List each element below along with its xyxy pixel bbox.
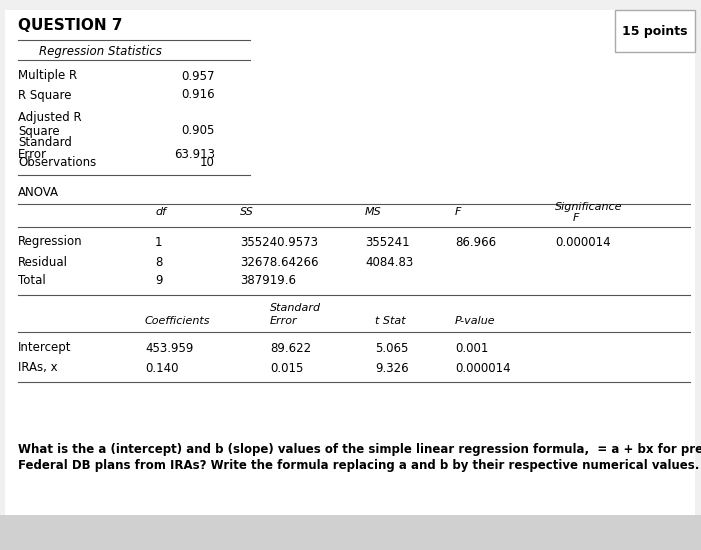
Text: Coefficients: Coefficients [145, 316, 210, 326]
Bar [0, 515, 701, 550]
Text: Multiple R: Multiple R [18, 69, 77, 82]
Text: 86.966: 86.966 [455, 235, 496, 249]
Text: Regression Statistics: Regression Statistics [39, 46, 161, 58]
Text: 32678.64266: 32678.64266 [240, 256, 318, 268]
Text: 4084.83: 4084.83 [365, 256, 414, 268]
Text: Error: Error [270, 316, 298, 326]
Text: Observations: Observations [18, 156, 96, 168]
Text: 10: 10 [200, 156, 215, 168]
Text: 0.916: 0.916 [182, 89, 215, 102]
Text: 387919.6: 387919.6 [240, 273, 296, 287]
Text: Standard: Standard [270, 303, 321, 313]
Text: P-value: P-value [455, 316, 496, 326]
Text: 0.905: 0.905 [182, 124, 215, 136]
Text: F: F [455, 207, 461, 217]
Text: 0.015: 0.015 [270, 361, 304, 375]
Text: 15 points: 15 points [622, 25, 688, 37]
Text: R Square: R Square [18, 89, 72, 102]
Text: ANOVA: ANOVA [18, 185, 59, 199]
Text: 355241: 355241 [365, 235, 409, 249]
Text: 63.913: 63.913 [174, 147, 215, 161]
Bar [615, 10, 695, 52]
Text: 0.000014: 0.000014 [455, 361, 510, 375]
Text: Error: Error [18, 148, 47, 162]
Text: QUESTION 7: QUESTION 7 [18, 18, 123, 32]
Text: Federal DB plans from IRAs? Write the formula replacing a and b by their respect: Federal DB plans from IRAs? Write the fo… [18, 459, 700, 472]
Text: 9: 9 [155, 273, 163, 287]
Text: F: F [573, 213, 579, 223]
Text: 0.000014: 0.000014 [555, 235, 611, 249]
Text: Regression: Regression [18, 235, 83, 249]
Text: Residual: Residual [18, 256, 68, 268]
Text: Standard: Standard [18, 135, 72, 149]
Text: IRAs, x: IRAs, x [18, 361, 57, 375]
Text: Total: Total [18, 273, 46, 287]
Text: MS: MS [365, 207, 382, 217]
Text: 1: 1 [155, 235, 163, 249]
Text: Intercept: Intercept [18, 342, 72, 355]
Text: 355240.9573: 355240.9573 [240, 235, 318, 249]
Text: 5.065: 5.065 [375, 342, 409, 355]
Text: Square: Square [18, 124, 60, 138]
Text: t Stat: t Stat [375, 316, 406, 326]
Text: 0.957: 0.957 [182, 69, 215, 82]
Text: 0.140: 0.140 [145, 361, 179, 375]
Text: 8: 8 [155, 256, 163, 268]
Text: What is the a (intercept) and b (slope) values of the simple linear regression f: What is the a (intercept) and b (slope) … [18, 443, 701, 456]
Text: SS: SS [240, 207, 254, 217]
Text: Significance: Significance [555, 202, 622, 212]
Text: df: df [155, 207, 166, 217]
Text: 0.001: 0.001 [455, 342, 489, 355]
Text: 453.959: 453.959 [145, 342, 193, 355]
Text: Adjusted R: Adjusted R [18, 112, 81, 124]
Text: 9.326: 9.326 [375, 361, 409, 375]
Text: 89.622: 89.622 [270, 342, 311, 355]
